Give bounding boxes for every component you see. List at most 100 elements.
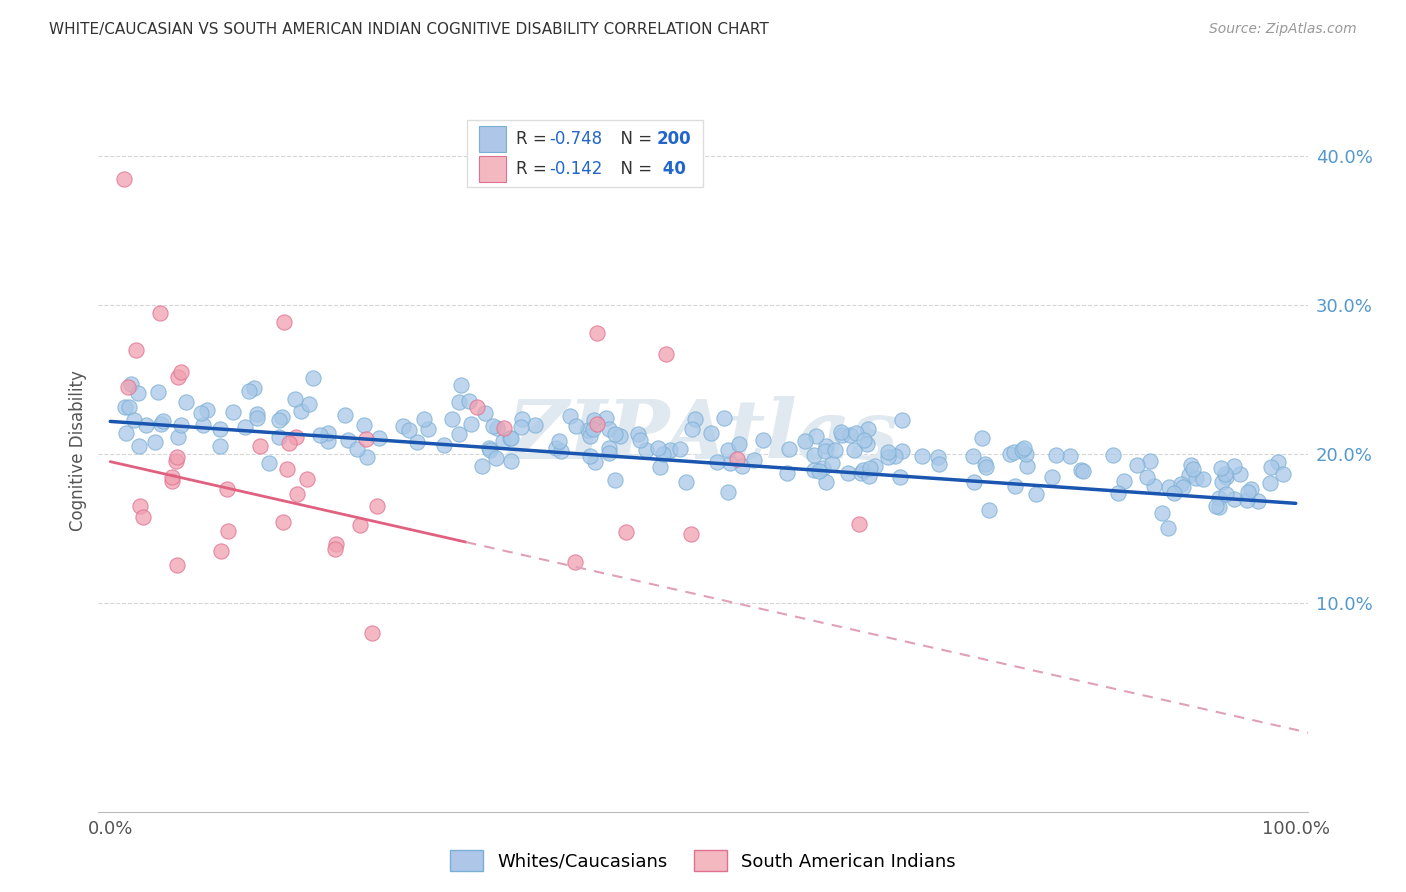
Point: [585, 417, 607, 432]
Point: [271, 515, 294, 529]
Point: [842, 443, 865, 458]
Point: [270, 409, 292, 424]
Point: [460, 417, 482, 431]
Point: [1239, 482, 1261, 496]
Point: [492, 434, 515, 448]
Point: [524, 418, 547, 433]
Point: [627, 426, 650, 441]
Point: [582, 413, 605, 427]
Point: [433, 438, 456, 452]
Point: [890, 412, 912, 426]
Point: [166, 558, 188, 573]
Text: -0.142: -0.142: [550, 161, 603, 178]
Point: [318, 425, 340, 440]
Point: [814, 444, 837, 458]
Point: [779, 442, 801, 456]
Point: [450, 378, 472, 392]
Point: [1258, 476, 1281, 491]
Point: [165, 454, 187, 468]
Point: [576, 423, 599, 437]
Point: [1180, 458, 1202, 473]
Point: [717, 442, 740, 457]
Point: [655, 346, 678, 360]
Point: [852, 463, 875, 477]
Legend: Whites/Caucasians, South American Indians: Whites/Caucasians, South American Indian…: [443, 843, 963, 879]
Point: [1215, 470, 1237, 484]
Point: [1178, 467, 1201, 482]
Point: [115, 425, 138, 440]
Point: [1157, 521, 1180, 535]
Point: [1237, 484, 1260, 499]
Point: [471, 458, 494, 473]
Text: ZIPAtlas: ZIPAtlas: [508, 396, 898, 476]
Point: [609, 429, 631, 443]
Point: [1025, 487, 1047, 501]
Point: [859, 460, 882, 475]
Point: [699, 426, 721, 441]
Point: [839, 427, 862, 442]
Point: [682, 422, 704, 436]
Point: [1213, 467, 1236, 482]
Point: [776, 466, 799, 480]
Text: N =: N =: [610, 130, 657, 148]
Point: [1211, 461, 1233, 475]
Point: [1126, 458, 1149, 473]
Point: [713, 411, 735, 425]
Point: [120, 376, 142, 391]
Point: [1045, 449, 1067, 463]
Point: [193, 417, 215, 432]
Point: [1136, 469, 1159, 483]
Point: [398, 423, 420, 437]
Point: [360, 626, 382, 640]
Point: [276, 462, 298, 476]
Text: R =: R =: [516, 130, 551, 148]
Point: [278, 436, 301, 450]
Point: [1185, 471, 1208, 485]
Point: [114, 171, 136, 186]
Point: [1272, 467, 1295, 482]
Point: [1000, 446, 1022, 460]
Point: [1011, 442, 1033, 457]
Point: [858, 468, 880, 483]
Point: [392, 419, 415, 434]
Point: [149, 417, 172, 432]
Point: [877, 444, 900, 458]
Point: [356, 450, 378, 464]
Point: [891, 444, 914, 458]
Point: [325, 541, 347, 556]
Point: [302, 371, 325, 385]
Point: [217, 524, 239, 538]
Point: [675, 475, 697, 489]
Point: [884, 449, 907, 463]
Point: [1247, 493, 1270, 508]
Point: [170, 418, 193, 433]
Point: [510, 419, 533, 434]
Point: [160, 475, 183, 489]
Point: [318, 434, 340, 448]
Point: [717, 485, 740, 500]
Point: [353, 417, 375, 432]
Point: [1112, 475, 1135, 489]
Point: [1014, 447, 1036, 461]
Point: [1171, 480, 1194, 494]
Point: [246, 410, 269, 425]
Point: [485, 421, 508, 435]
Point: [546, 441, 568, 455]
Point: [803, 463, 825, 477]
Text: R =: R =: [516, 161, 551, 178]
Point: [233, 419, 256, 434]
Point: [349, 517, 371, 532]
Point: [170, 365, 193, 379]
Point: [603, 473, 626, 487]
Text: 200: 200: [657, 130, 692, 148]
Point: [1143, 478, 1166, 492]
Point: [367, 431, 389, 445]
Point: [911, 449, 934, 463]
Point: [222, 405, 245, 419]
Point: [558, 409, 581, 423]
Point: [1040, 469, 1063, 483]
Point: [290, 404, 312, 418]
Point: [582, 422, 605, 436]
Point: [658, 442, 681, 457]
Point: [728, 437, 751, 451]
